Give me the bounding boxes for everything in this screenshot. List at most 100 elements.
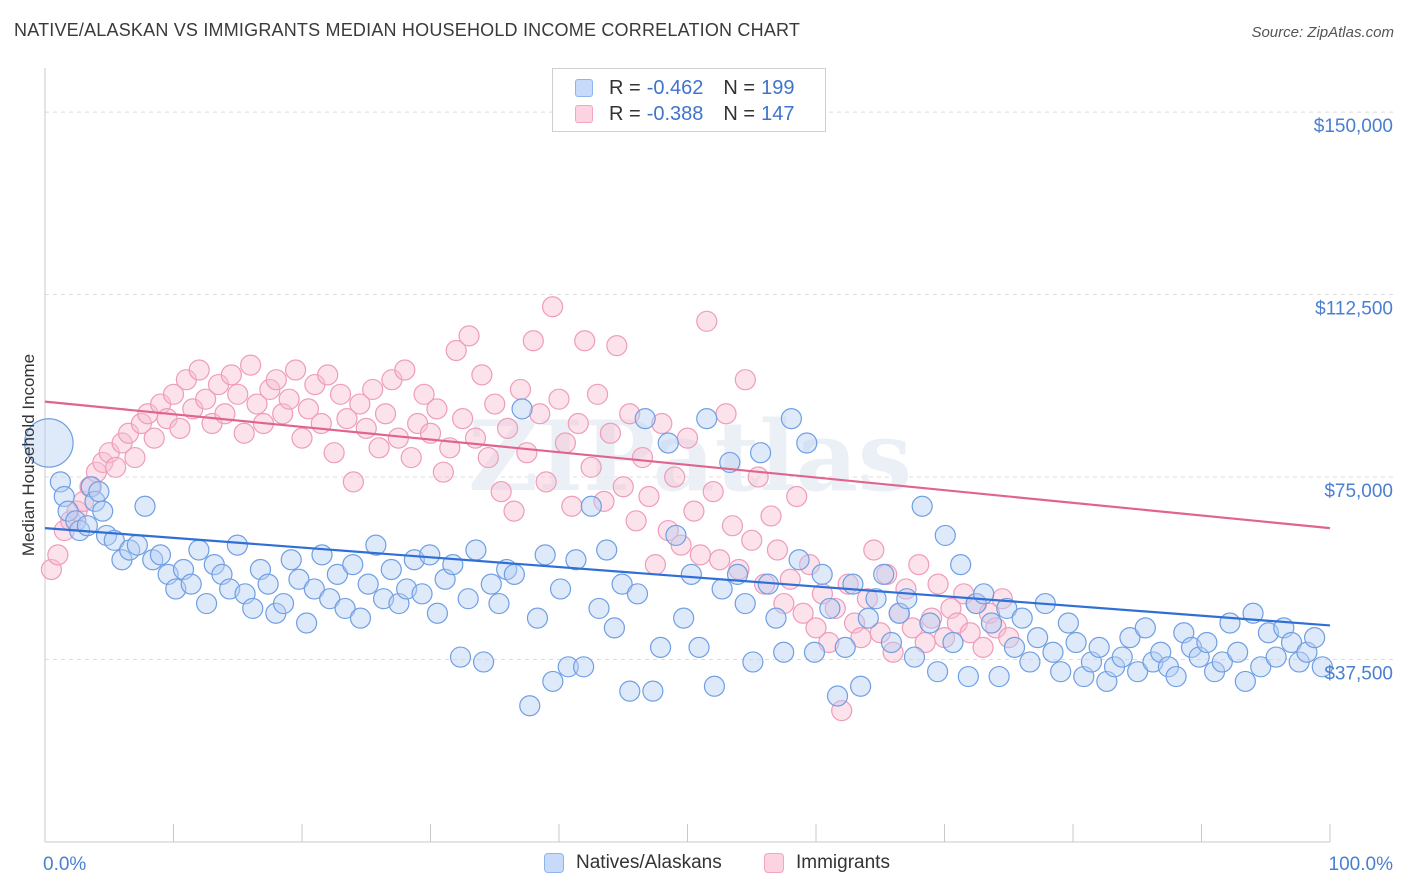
data-point <box>626 583 649 605</box>
n-value: 147 <box>761 102 795 125</box>
data-point <box>445 339 467 362</box>
data-point <box>1088 636 1110 658</box>
data-point <box>649 636 672 658</box>
data-point <box>362 378 384 401</box>
data-point <box>919 612 941 634</box>
data-point <box>480 573 502 595</box>
data-point <box>796 432 818 454</box>
data-point <box>374 403 397 425</box>
n-value: 199 <box>761 76 795 99</box>
data-point <box>541 296 564 318</box>
data-point <box>400 446 422 469</box>
data-point <box>638 485 660 508</box>
data-point <box>92 500 114 522</box>
data-point <box>365 534 387 556</box>
data-point <box>950 554 972 576</box>
data-point <box>873 563 895 585</box>
y-tick-labels: $37,500 $75,000 $112,500 $150,000 <box>1314 116 1393 684</box>
data-point <box>280 549 302 571</box>
data-point <box>561 495 583 517</box>
data-point <box>788 549 810 571</box>
legend-swatch-natives <box>544 853 564 873</box>
data-point <box>317 364 339 386</box>
data-point <box>689 544 711 566</box>
data-point <box>863 539 885 561</box>
data-point <box>1227 641 1249 663</box>
data-point <box>779 568 801 590</box>
data-point <box>749 442 772 464</box>
data-point <box>734 369 756 391</box>
natives-trend-line <box>44 527 1331 627</box>
data-point <box>188 359 210 381</box>
data-point <box>511 398 533 420</box>
data-point <box>593 490 615 512</box>
data-point <box>657 432 679 454</box>
data-point <box>542 670 564 693</box>
data-point <box>651 412 673 435</box>
data-point <box>548 388 570 410</box>
data-point <box>688 636 710 658</box>
data-point <box>24 418 74 468</box>
data-point <box>329 383 352 405</box>
data-point <box>195 592 218 615</box>
data-point <box>603 617 626 639</box>
data-point <box>334 597 356 620</box>
data-point <box>819 597 841 620</box>
series-legend: Natives/Alaskans Immigrants <box>0 852 1406 878</box>
data-point <box>452 408 474 430</box>
data-point <box>449 646 472 668</box>
data-point <box>380 558 402 581</box>
legend-item-immigrants[interactable]: Immigrants <box>764 852 890 874</box>
data-point <box>149 544 172 566</box>
data-point <box>644 554 666 576</box>
legend-row-immigrants: R = -0.388 N = 147 <box>575 102 794 126</box>
data-point <box>465 539 487 561</box>
data-point <box>734 592 756 615</box>
data-point <box>509 378 532 401</box>
data-point <box>980 612 1003 634</box>
data-point <box>683 500 705 522</box>
data-point <box>368 437 390 459</box>
data-point <box>257 573 279 595</box>
data-point <box>721 515 744 537</box>
data-point <box>472 651 495 673</box>
data-point <box>670 534 692 556</box>
data-point <box>703 675 726 697</box>
data-point <box>959 622 981 644</box>
data-point <box>957 665 979 688</box>
data-point <box>1196 631 1218 654</box>
data-point <box>1165 665 1187 688</box>
data-point <box>246 393 268 415</box>
data-point <box>580 495 602 517</box>
data-point <box>619 680 641 702</box>
data-point <box>934 524 956 547</box>
data-point <box>824 597 846 620</box>
x-tick-labels: 0.0% 100.0% <box>43 854 1393 875</box>
data-point <box>599 422 622 444</box>
data-point <box>296 612 318 634</box>
data-point <box>1134 617 1156 639</box>
data-point <box>711 578 733 600</box>
immigrants-trend-line <box>44 400 1331 530</box>
data-point <box>715 403 737 425</box>
data-point <box>1234 670 1256 693</box>
legend-item-natives[interactable]: Natives/Alaskans <box>544 852 722 874</box>
data-point <box>642 680 664 702</box>
data-point <box>143 427 165 449</box>
data-point <box>1111 646 1133 668</box>
data-point <box>342 554 364 576</box>
data-point <box>1250 656 1272 678</box>
data-point <box>942 631 964 654</box>
data-point <box>760 505 782 527</box>
data-point <box>490 481 512 503</box>
data-point <box>1265 646 1287 668</box>
data-point <box>696 310 718 332</box>
y-tick-label: $75,000 <box>1324 481 1393 502</box>
data-point <box>227 383 249 405</box>
data-point <box>458 325 480 347</box>
data-point <box>411 583 433 605</box>
data-point <box>169 417 191 439</box>
data-point <box>811 563 833 585</box>
data-point <box>567 412 589 435</box>
